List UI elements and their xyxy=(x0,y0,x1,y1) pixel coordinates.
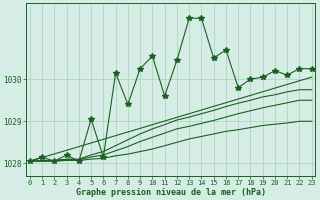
X-axis label: Graphe pression niveau de la mer (hPa): Graphe pression niveau de la mer (hPa) xyxy=(76,188,266,197)
